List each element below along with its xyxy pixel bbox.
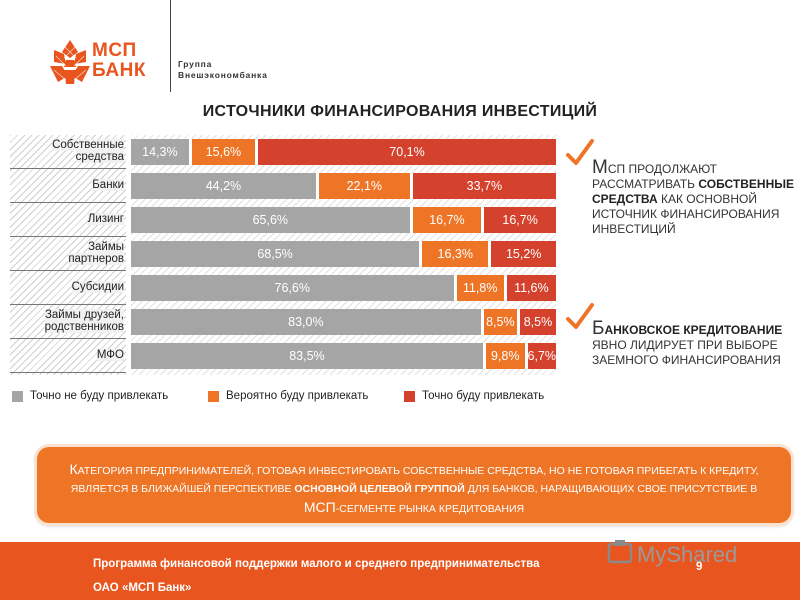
- bar-segment: 15,2%: [491, 241, 556, 267]
- bullet-text: БАНКОВСКОЕ КРЕДИТОВАНИЕ ЯВНО ЛИДИРУЕТ ПР…: [592, 318, 783, 367]
- category-label: Займы партнеров: [10, 241, 124, 265]
- row-separator: [10, 168, 126, 169]
- logo-divider: [170, 0, 171, 92]
- data-label: 16,7%: [502, 213, 538, 227]
- bar-segment: 11,6%: [506, 275, 556, 301]
- legend-label: Точно буду привлекать: [422, 390, 545, 402]
- bar-segment: 6,7%: [527, 343, 556, 369]
- category-label: Собственные средства: [10, 139, 124, 163]
- row-separator: [10, 372, 126, 373]
- legend-item: Точно не буду привлекать: [12, 390, 168, 402]
- logo-text: МСП БАНК: [92, 40, 146, 81]
- legend-swatch: [12, 390, 23, 402]
- category-label: Субсидии: [10, 281, 124, 293]
- row-separator: [10, 270, 126, 271]
- category-label-line: Банки: [92, 179, 124, 191]
- category-label-line: Займы: [88, 241, 124, 253]
- bar-segment: 11,8%: [456, 275, 507, 301]
- data-label: 68,5%: [257, 247, 293, 261]
- legend-item: Вероятно буду привлекать: [208, 390, 368, 402]
- category-label-line: МФО: [96, 349, 124, 361]
- bar-segment: 16,3%: [422, 241, 492, 267]
- data-label: 70,1%: [389, 145, 425, 159]
- data-label: 8,5%: [486, 315, 515, 329]
- chart-legend: Точно не буду привлекать Вероятно буду пр…: [12, 390, 556, 404]
- category-label-line: Займы друзей,: [44, 309, 124, 321]
- bar-segment: 8,5%: [519, 309, 556, 335]
- row-separator: [10, 236, 126, 237]
- bar-segment: 70,1%: [258, 139, 556, 165]
- category-label: Займы друзей, родственников: [10, 309, 124, 333]
- plot-area: 14,3% 15,6% 70,1% 44,2% 22,1% 33,7% 65,6% 16,7%…: [131, 135, 556, 375]
- legend-swatch: [404, 390, 415, 402]
- data-label: 14,3%: [142, 145, 178, 159]
- checkmark-icon: [566, 303, 594, 329]
- conclusion-callout: Категория предпринимателей, готовая инве…: [37, 447, 791, 523]
- category-label: Банки: [10, 179, 124, 191]
- page-number: 9: [696, 561, 703, 573]
- bullet-bank-credit: БАНКОВСКОЕ КРЕДИТОВАНИЕ ЯВНО ЛИДИРУЕТ ПР…: [566, 302, 796, 368]
- data-label: 83,0%: [288, 315, 324, 329]
- data-label: 65,6%: [252, 213, 289, 227]
- data-label: 11,8%: [462, 281, 498, 295]
- bullet-text: МСП ПРОДОЛЖАЮТ РАССМАТРИВАТЬ СОБСТВЕННЫЕ…: [592, 157, 794, 236]
- bar-segment: 15,6%: [191, 139, 259, 165]
- chart-title: ИСТОЧНИКИ ФИНАНСИРОВАНИЯ ИНВЕСТИЦИЙ: [202, 103, 598, 120]
- bar-segment: 44,2%: [131, 173, 319, 199]
- data-label: 15,6%: [205, 145, 242, 159]
- bar-segment: 33,7%: [412, 173, 556, 199]
- bar-segment: 68,5%: [131, 241, 423, 267]
- footer-bar: [0, 542, 800, 600]
- category-label-line: Субсидии: [71, 281, 124, 293]
- footer-company: ОАО «МСП Банк»: [93, 582, 192, 594]
- data-label: 33,7%: [466, 179, 503, 193]
- category-label: Лизинг: [10, 213, 124, 225]
- data-label: 83,5%: [289, 349, 325, 363]
- group-text: Группа Внешэкономбанка: [178, 59, 268, 80]
- row-separator: [10, 304, 126, 305]
- bar-segment: 9,8%: [485, 343, 528, 369]
- row-separator: [10, 338, 126, 339]
- legend-item: Точно буду привлекать: [404, 390, 544, 402]
- bar-segment: 16,7%: [412, 207, 485, 233]
- data-label: 76,6%: [274, 281, 310, 295]
- data-label: 9,8%: [490, 349, 520, 363]
- bar-segment: 16,7%: [484, 207, 556, 233]
- bar-segment: 14,3%: [131, 139, 192, 165]
- category-label-line: Лизинг: [87, 213, 124, 225]
- data-label: 44,2%: [205, 179, 242, 193]
- legend-label: Точно не буду привлекать: [30, 390, 169, 402]
- checkmark-icon: [566, 139, 594, 165]
- category-label-line: партнеров: [68, 253, 124, 265]
- data-label: 16,3%: [437, 247, 473, 261]
- bar-segment: 83,5%: [131, 343, 486, 369]
- data-label: 8,5%: [523, 315, 553, 329]
- data-label: 16,7%: [429, 213, 465, 227]
- logo-icon: [50, 40, 90, 84]
- data-label: 15,2%: [505, 247, 542, 261]
- category-label-line: Собственные: [52, 139, 124, 151]
- category-label-line: средства: [75, 151, 124, 163]
- data-label: 11,6%: [514, 281, 549, 295]
- bar-segment: 8,5%: [483, 309, 520, 335]
- category-axis: Собственные средства Банки Лизинг Займы партн…: [10, 135, 126, 375]
- row-separator: [10, 202, 126, 203]
- bar-segment: 22,1%: [318, 173, 413, 199]
- footer-program: Программа финансовой поддержки малого и …: [93, 558, 540, 570]
- bar-segment: 76,6%: [131, 275, 457, 301]
- watermark-logo: MyShared: [607, 540, 737, 567]
- bar-segment: 65,6%: [131, 207, 413, 233]
- legend-swatch: [208, 390, 219, 402]
- bar-segment: 83,0%: [131, 309, 484, 335]
- stacked-bar-chart: Собственные средства Банки Лизинг Займы партн…: [10, 135, 556, 410]
- legend-label: Вероятно буду привлекать: [226, 390, 369, 402]
- data-label: 6,7%: [527, 349, 556, 363]
- svg-text:MyShared: MyShared: [637, 542, 737, 567]
- category-label-line: родственников: [44, 321, 124, 333]
- bullet-own-funds: МСП ПРОДОЛЖАЮТ РАССМАТРИВАТЬ СОБСТВЕННЫЕ…: [566, 138, 796, 237]
- category-label: МФО: [10, 349, 124, 361]
- data-label: 22,1%: [346, 179, 383, 193]
